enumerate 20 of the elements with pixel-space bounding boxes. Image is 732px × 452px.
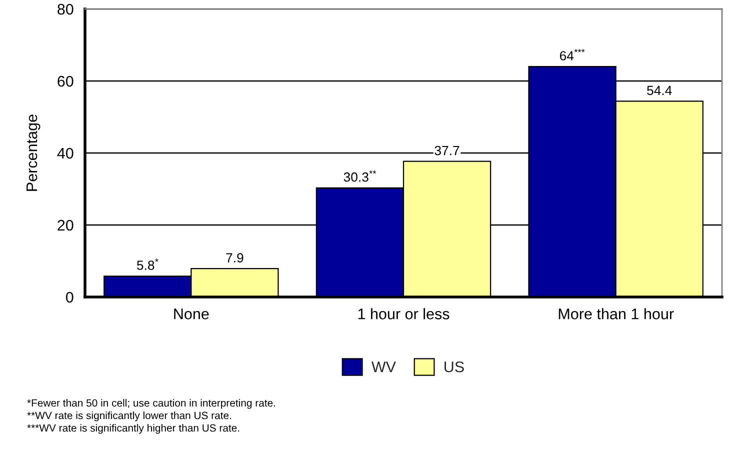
legend-label: WV	[371, 362, 396, 372]
data-label: 30.3$^{**}$	[344, 170, 376, 182]
data-label: 64$^{***}$	[560, 49, 585, 60]
y-tick-label: 80	[58, 4, 74, 15]
x-tick-label: None	[174, 308, 209, 320]
x-tick-label: 1 hour or less	[358, 308, 450, 320]
y-tick-label: 0	[66, 292, 74, 303]
y-tick-label: 20	[58, 220, 74, 231]
data-label: 7.9	[226, 253, 244, 262]
data-label: 5.8$^{*}$	[136, 258, 158, 270]
y-axis-title: Percentage	[26, 114, 40, 191]
text: **WV rate is significantly lower than US rate.	[27, 412, 231, 422]
y-tick-label: 60	[58, 76, 74, 87]
data-label: 37.7	[434, 146, 460, 156]
legend-label: US	[444, 361, 464, 372]
text: ***WV rate is significantly higher than US rate.	[27, 424, 240, 434]
y-tick-label: 40	[57, 148, 74, 159]
x-tick-label: More than 1 hour	[558, 308, 674, 320]
data-label: 54.4	[647, 86, 672, 96]
text: *Fewer than 50 in cell; use caution in interpreting rate.	[27, 399, 276, 409]
